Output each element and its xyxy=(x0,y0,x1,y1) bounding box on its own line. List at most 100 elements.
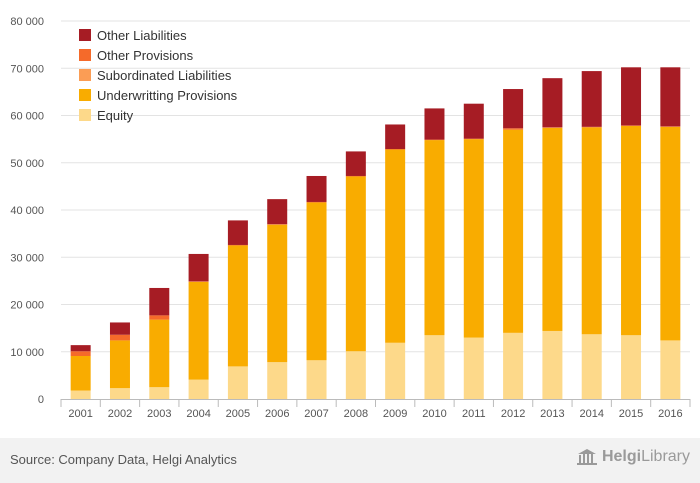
helgi-library-logo[interactable]: HelgiLibrary xyxy=(576,448,690,466)
bar-stack-2001 xyxy=(70,345,91,399)
bar-segment-underwritting-provisions xyxy=(188,281,209,380)
bar-segment-underwritting-provisions xyxy=(581,127,602,335)
bar-segment-other-liabilities xyxy=(306,175,327,202)
x-tick-label: 2012 xyxy=(501,408,525,420)
x-tick-label: 2006 xyxy=(265,408,289,420)
bar-segment-equity xyxy=(463,337,484,399)
x-tick-label: 2016 xyxy=(658,408,682,420)
y-axis: 0 10 000 20 000 30 000 40 000 50 000 60 000 70 … xyxy=(10,16,44,406)
y-tick-label: 40 000 xyxy=(10,205,44,217)
legend-label: Subordinated Liabilities xyxy=(97,68,232,83)
bar-segment-underwritting-provisions xyxy=(621,125,642,336)
bar-segment-other-liabilities xyxy=(463,103,484,139)
y-tick-label: 0 xyxy=(38,394,44,406)
bar-segment-equity xyxy=(503,332,524,399)
bar-segment-equity xyxy=(660,340,681,399)
bar-segment-equity xyxy=(109,388,130,399)
bar-stack-2007 xyxy=(306,175,327,399)
x-tick-label: 2010 xyxy=(422,408,446,420)
bar-segment-equity xyxy=(70,390,91,399)
x-tick-label: 2007 xyxy=(304,408,328,420)
bar-stack-2004 xyxy=(188,253,209,399)
x-tick-label: 2003 xyxy=(147,408,171,420)
x-tick-label: 2011 xyxy=(462,408,486,420)
bar-segment-underwritting-provisions xyxy=(463,139,484,338)
legend-label: Equity xyxy=(97,108,134,123)
x-tick-label: 2004 xyxy=(186,408,210,420)
x-tick-label: 2005 xyxy=(226,408,250,420)
legend-swatch xyxy=(79,69,91,81)
legend-label: Other Liabilities xyxy=(97,28,187,43)
legend-item-other-provisions[interactable]: Other Provisions xyxy=(79,48,194,63)
bar-segment-equity xyxy=(306,360,327,399)
bar-stack-2008 xyxy=(345,151,366,399)
legend: Other Liabilities Other Provisions Subordi… xyxy=(79,28,238,123)
bar-stack-2009 xyxy=(385,124,406,399)
stacked-bar-chart: 0 10 000 20 000 30 000 40 000 50 000 60 000 70 … xyxy=(10,16,691,420)
x-tick-label: 2013 xyxy=(540,408,564,420)
bar-stack-2015 xyxy=(621,67,642,399)
bar-segment-other-liabilities xyxy=(70,345,91,352)
bar-segment-underwritting-provisions xyxy=(424,140,445,336)
x-tick-label: 2001 xyxy=(68,408,92,420)
y-tick-label: 60 000 xyxy=(10,111,44,123)
bar-segment-underwritting-provisions xyxy=(267,224,288,363)
bar-stack-2002 xyxy=(109,322,130,399)
bar-segment-other-liabilities xyxy=(424,108,445,140)
legend-item-subordinated-liabilities[interactable]: Subordinated Liabilities xyxy=(79,68,232,83)
bar-segment-equity xyxy=(267,362,288,399)
bar-segment-underwritting-provisions xyxy=(345,176,366,352)
bar-stack-2011 xyxy=(463,103,484,399)
y-tick-label: 10 000 xyxy=(10,347,44,359)
legend-item-other-liabilities[interactable]: Other Liabilities xyxy=(79,28,187,43)
bar-stack-2010 xyxy=(424,108,445,399)
legend-swatch xyxy=(79,109,91,121)
bar-segment-other-liabilities xyxy=(188,253,209,282)
bar-segment-other-liabilities xyxy=(345,151,366,176)
legend-item-underwritting-provisions[interactable]: Underwritting Provisions xyxy=(79,88,238,103)
bar-segment-other-provisions xyxy=(70,351,91,357)
legend-swatch xyxy=(79,29,91,41)
source-note: Source: Company Data, Helgi Analytics xyxy=(10,452,237,467)
bar-stack-2016 xyxy=(660,67,681,399)
bar-segment-other-liabilities xyxy=(660,67,681,127)
bar-segment-equity xyxy=(385,342,406,399)
bar-segment-underwritting-provisions xyxy=(227,245,248,367)
y-tick-label: 50 000 xyxy=(10,158,44,170)
bar-segment-equity xyxy=(345,351,366,399)
bar-segment-other-liabilities xyxy=(267,199,288,225)
bar-segment-equity xyxy=(188,379,209,399)
bar-segment-other-provisions xyxy=(149,315,170,320)
legend-label: Other Provisions xyxy=(97,48,194,63)
legend-item-equity[interactable]: Equity xyxy=(79,108,134,123)
bar-segment-other-liabilities xyxy=(385,124,406,150)
legend-swatch xyxy=(79,89,91,101)
bar-segment-other-liabilities xyxy=(542,78,563,128)
bar-stack-2005 xyxy=(227,220,248,399)
bar-segment-equity xyxy=(149,387,170,399)
bar-segment-underwritting-provisions xyxy=(660,126,681,341)
bar-segment-underwritting-provisions xyxy=(306,202,327,361)
y-tick-label: 80 000 xyxy=(10,16,44,28)
y-tick-label: 30 000 xyxy=(10,252,44,264)
bar-segment-underwritting-provisions xyxy=(109,340,130,389)
bar-segment-other-liabilities xyxy=(227,220,248,245)
bar-segment-other-liabilities xyxy=(149,287,170,316)
bar-segment-other-liabilities xyxy=(621,67,642,126)
bar-stack-2012 xyxy=(503,89,524,399)
y-tick-label: 70 000 xyxy=(10,63,44,75)
bar-segment-other-liabilities xyxy=(109,322,130,335)
bar-segment-other-provisions xyxy=(503,128,524,130)
x-axis: 2001 2002 2003 2004 2005 2006 2007 2008 2009 2010… xyxy=(60,399,691,420)
bar-segment-underwritting-provisions xyxy=(542,127,563,331)
legend-label: Underwritting Provisions xyxy=(97,88,238,103)
x-tick-label: 2008 xyxy=(344,408,368,420)
bar-stack-2006 xyxy=(267,199,288,399)
bar-segment-other-liabilities xyxy=(503,89,524,129)
library-building-icon xyxy=(576,449,597,465)
x-tick-label: 2009 xyxy=(383,408,407,420)
x-tick-label: 2002 xyxy=(108,408,132,420)
bar-segment-equity xyxy=(542,330,563,399)
x-tick-label: 2015 xyxy=(619,408,643,420)
bar-segment-other-liabilities xyxy=(581,71,602,127)
